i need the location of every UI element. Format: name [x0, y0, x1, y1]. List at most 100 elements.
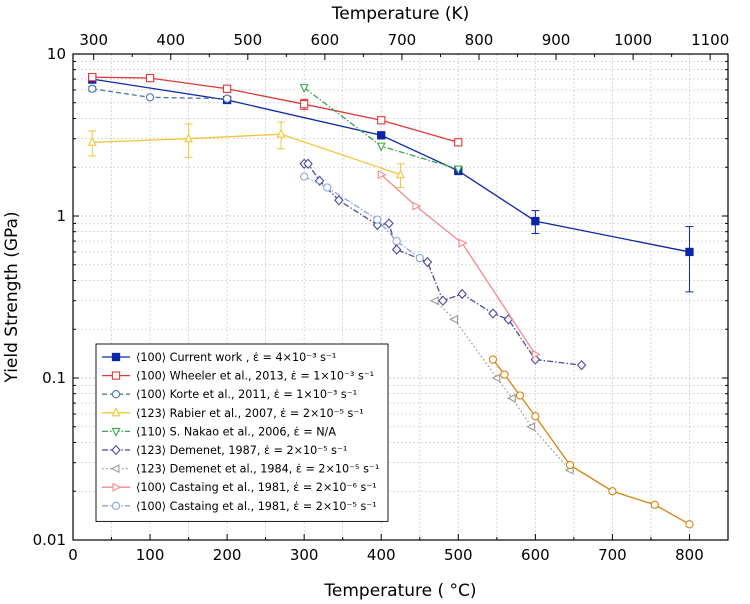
- x-tick-label: 300: [290, 546, 319, 564]
- x2-tick-label: 300: [79, 31, 108, 49]
- legend-item: ⟨100⟩ Castaing et al., 1981, ε̇ = 2×10⁻⁵…: [102, 500, 377, 513]
- data-point: [506, 393, 516, 403]
- x2-tick-label: 800: [465, 31, 494, 49]
- data-point: [515, 391, 525, 400]
- data-point: [531, 349, 541, 359]
- series-line: [380, 174, 536, 355]
- x2-tick-label: 500: [233, 31, 262, 49]
- data-point: [685, 520, 694, 529]
- data-point: [429, 296, 439, 306]
- data-point: [412, 201, 422, 211]
- data-point: [276, 128, 286, 138]
- data-point: [396, 169, 405, 179]
- data-point: [526, 422, 536, 432]
- data-point: [458, 238, 468, 248]
- data-point: [449, 314, 458, 324]
- series-layer: [87, 72, 694, 529]
- data-point: [377, 170, 387, 180]
- data-point: [500, 370, 509, 379]
- data-point: [184, 133, 194, 143]
- series-7: [377, 170, 541, 359]
- data-point: [438, 295, 448, 306]
- series-line: [92, 76, 459, 143]
- legend-marker: [111, 352, 121, 362]
- x2-axis-title: Temperature (K): [331, 4, 470, 24]
- data-point: [300, 172, 309, 181]
- data-point: [576, 359, 587, 371]
- data-point: [145, 93, 155, 102]
- data-point: [376, 142, 386, 152]
- data-point: [491, 373, 501, 383]
- legend-item: ⟨123⟩ Rabier et al., 2007, ε̇ = 2×10⁻⁵ s…: [102, 407, 364, 420]
- data-point: [488, 355, 498, 364]
- legend-marker: [112, 482, 122, 492]
- data-point: [145, 73, 155, 83]
- data-point: [608, 487, 617, 496]
- data-point: [88, 72, 97, 82]
- data-point: [685, 247, 694, 257]
- data-point: [392, 236, 401, 246]
- x-tick-label: 600: [521, 546, 550, 564]
- data-point: [303, 158, 313, 170]
- data-point: [422, 256, 433, 268]
- legend-label: ⟨100⟩ Castaing et al., 1981, ε̇ = 2×10⁻⁵…: [136, 500, 377, 513]
- legend-marker: [111, 371, 121, 380]
- legend-marker: [111, 390, 121, 399]
- x2-tick-label: 600: [311, 31, 340, 49]
- data-point: [334, 195, 344, 206]
- legend-label: ⟨123⟩ Demenet, 1987, ε̇ = 2×10⁻⁵ s⁻¹: [136, 444, 347, 457]
- x-tick-label: 500: [444, 546, 473, 564]
- legend-label: ⟨123⟩ Rabier et al., 2007, ε̇ = 2×10⁻⁵ s…: [136, 407, 364, 420]
- data-point: [323, 183, 332, 192]
- legend-marker: [111, 427, 121, 437]
- data-point: [300, 100, 309, 109]
- series-9: [488, 355, 694, 529]
- series-line: [304, 163, 582, 366]
- ticks: 0 100 200 300 400 500 600 700 800 300 400 500 600 700…: [33, 31, 730, 564]
- series-4: [299, 84, 463, 175]
- legend-label: ⟨110⟩ S. Nakao et al., 2006, ε̇ = N/A: [136, 425, 336, 438]
- x-tick-label: 200: [213, 546, 242, 564]
- x-tick-label: 400: [367, 546, 396, 564]
- series-6: [429, 296, 574, 475]
- legend-item: ⟨100⟩ Castaing et al., 1981, ε̇ = 2×10⁻⁶…: [102, 481, 377, 494]
- data-point: [377, 131, 386, 140]
- x2-tick-label: 400: [156, 31, 185, 49]
- data-point: [222, 84, 232, 93]
- data-point: [377, 116, 386, 125]
- data-point: [384, 218, 394, 229]
- x-tick-label: 800: [675, 546, 704, 564]
- data-point: [457, 288, 467, 300]
- series-2: [88, 84, 232, 103]
- series-line: [492, 359, 690, 525]
- series-5: [299, 158, 587, 371]
- legend-marker: [110, 464, 120, 474]
- data-point: [373, 215, 382, 224]
- legend-item: ⟨100⟩ Wheeler et al., 2013, ε̇ = 1×10⁻³ …: [102, 370, 374, 383]
- y-tick-label: 10: [47, 45, 66, 63]
- data-point: [391, 244, 402, 255]
- x-tick-label: 700: [598, 546, 627, 564]
- series-8: [300, 172, 424, 263]
- x2-tick-label: 900: [542, 31, 571, 49]
- data-point: [453, 165, 463, 175]
- data-point: [565, 460, 575, 470]
- legend: ⟨100⟩ Current work , ε̇ = 4×10⁻³ s⁻¹ ⟨100…: [95, 343, 389, 522]
- series-3: [87, 121, 405, 188]
- x2-tick-label: 1100: [691, 31, 729, 49]
- data-point: [299, 84, 309, 94]
- data-point: [488, 308, 498, 319]
- x2-tick-label: 1000: [614, 31, 652, 49]
- y-axis-title: Yield Strength (GPa): [2, 211, 22, 383]
- legend-item: ⟨123⟩ Demenet et al., 1984, ε̇ = 2×10⁻⁵ …: [102, 463, 379, 476]
- legend-label: ⟨100⟩ Current work , ε̇ = 4×10⁻³ s⁻¹: [136, 351, 336, 364]
- y-tick-label: 1: [56, 207, 66, 225]
- data-point: [88, 84, 97, 93]
- legend-label: ⟨100⟩ Wheeler et al., 2013, ε̇ = 1×10⁻³ …: [136, 370, 374, 383]
- data-point: [87, 136, 97, 146]
- series-line: [434, 300, 571, 471]
- data-point: [454, 138, 463, 147]
- legend-marker: [111, 444, 121, 456]
- legend-item: ⟨100⟩ Korte et al., 2011, ε̇ = 1×10⁻³ s⁻…: [102, 388, 357, 401]
